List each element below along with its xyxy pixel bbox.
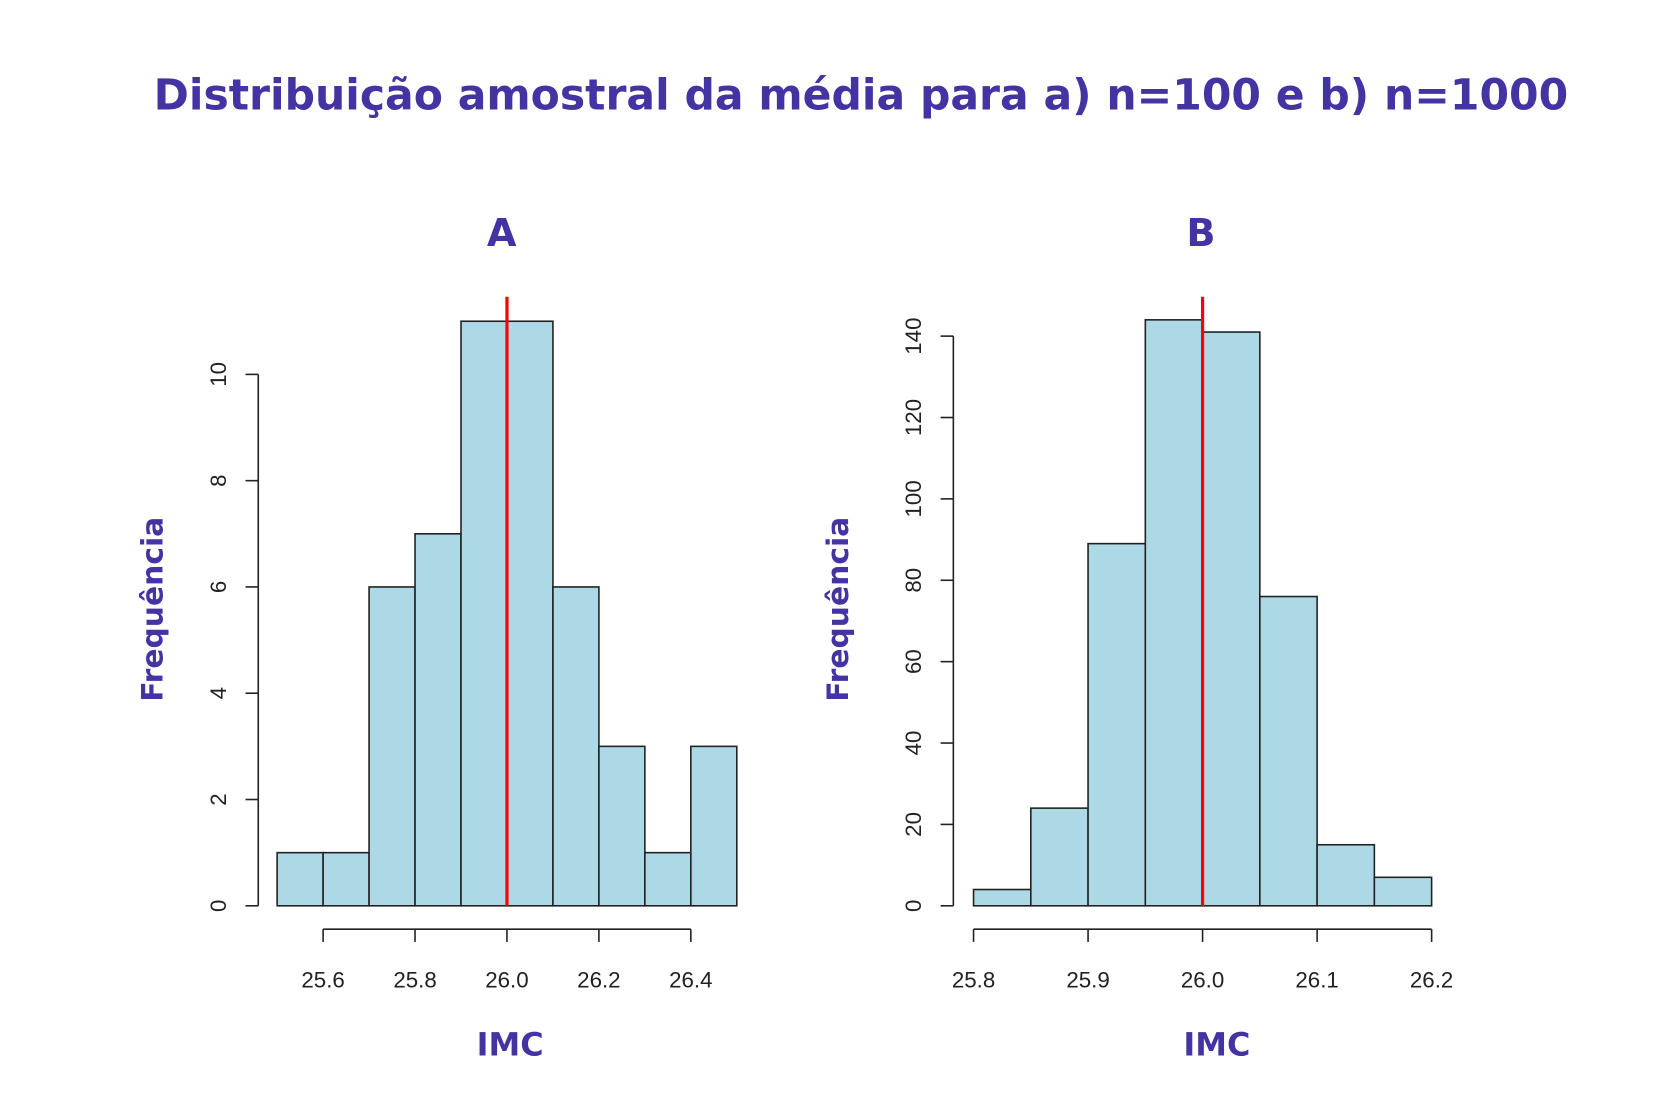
- y-tick-label: 0: [206, 900, 231, 912]
- y-tick-label: 2: [206, 793, 231, 805]
- histogram-bar: [690, 745, 738, 907]
- y-tick-label: 8: [206, 474, 231, 486]
- histogram-bar: [1144, 319, 1204, 907]
- y-tick-label: 120: [901, 399, 926, 436]
- histogram-bar: [368, 586, 416, 907]
- histogram-bar: [552, 586, 600, 907]
- histogram-bar: [1373, 876, 1433, 907]
- histogram-bar: [1087, 542, 1147, 907]
- x-tick-label: 26.4: [669, 968, 712, 993]
- y-tick-label: 10: [206, 362, 231, 387]
- x-tick-label: 26.2: [1410, 968, 1453, 993]
- x-axis-label: IMC: [1183, 1026, 1250, 1064]
- histogram-bar: [644, 851, 692, 907]
- y-tick-label: 4: [206, 687, 231, 699]
- x-tick-label: 25.8: [393, 968, 436, 993]
- x-tick-label: 25.8: [952, 968, 995, 993]
- y-tick-label: 0: [901, 900, 926, 912]
- histogram-bar: [598, 745, 646, 907]
- x-tick-label: 25.9: [1066, 968, 1109, 993]
- histogram-bar: [276, 851, 324, 907]
- histogram-bar: [1201, 331, 1261, 907]
- histogram-bar: [322, 851, 370, 907]
- y-tick-label: 40: [901, 731, 926, 756]
- y-tick-label: 140: [901, 318, 926, 355]
- panel-title: B: [1186, 211, 1215, 256]
- x-tick-label: 25.6: [301, 968, 344, 993]
- x-tick-label: 26.0: [485, 968, 528, 993]
- x-axis-label: IMC: [477, 1026, 544, 1064]
- x-tick-label: 26.2: [577, 968, 620, 993]
- figure-title: Distribuição amostral da média para a) n…: [154, 72, 1569, 121]
- panel-b: 0 20 40 60 80 100 120 140 25.8 25.9 26.0 26.1 26.2 B I…: [821, 211, 1453, 1064]
- histogram-bar: [1316, 843, 1376, 907]
- y-tick-label: 60: [901, 649, 926, 674]
- y-tick-label: 80: [901, 568, 926, 593]
- y-axis-label: Frequência: [136, 517, 171, 702]
- histogram-bar: [460, 320, 508, 907]
- histogram-bar: [1030, 807, 1089, 907]
- y-tick-label: 20: [901, 812, 926, 837]
- histogram-bar: [972, 888, 1032, 907]
- y-tick-label: 100: [901, 480, 926, 517]
- histogram-bar: [506, 320, 554, 907]
- y-tick-label: 6: [206, 581, 231, 593]
- x-tick-label: 26.0: [1181, 968, 1224, 993]
- y-axis-label: Frequência: [821, 517, 856, 702]
- x-tick-label: 26.1: [1295, 968, 1338, 993]
- histogram-bar: [414, 533, 462, 907]
- histogram-bar: [1259, 595, 1318, 907]
- panel-title: A: [487, 211, 517, 256]
- panel-a: 0 2 4 6 8 10 25.6 25.8 26.0 26.2 26.4 A IMC Frequênci…: [136, 211, 738, 1064]
